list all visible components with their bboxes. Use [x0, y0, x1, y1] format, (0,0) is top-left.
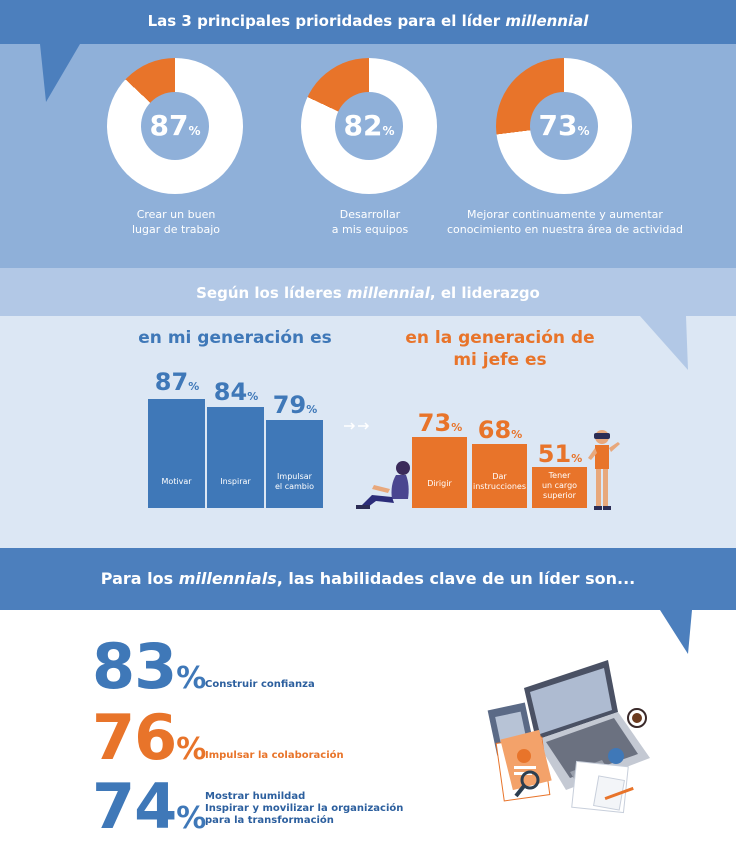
section1-title: Las 3 principales prioridades para el lí… — [147, 12, 589, 30]
skill-label-3: Mostrar humildad Inspirar y movilizar la … — [205, 791, 404, 826]
bar-motivar: Motivar — [148, 399, 205, 508]
my-generation-title: en mi generación es — [138, 328, 332, 348]
bar-impulsar-el-cambio: Impulsar el cambio — [266, 420, 323, 508]
bar-value-tener-cargo: 51% — [537, 440, 583, 468]
section2-title: Según los líderes millennial, el lideraz… — [196, 284, 540, 302]
donut-chart-1: 87% — [107, 58, 243, 194]
donut-caption-2: Desarrollar a mis equipos — [331, 208, 409, 236]
section3-header — [0, 548, 736, 610]
skill-label-1: Construir confianza — [205, 679, 315, 690]
donut-chart-2: 82% — [301, 58, 437, 194]
bar-tener-cargo-superior: Tener un cargo superior — [532, 467, 587, 508]
bar-inspirar: Inspirar — [207, 407, 264, 508]
laptop-desk-illustration — [487, 660, 650, 814]
donut-caption-3: Mejorar continuamente y aumentar conocimi… — [446, 208, 684, 236]
speech-tail-1 — [40, 44, 80, 102]
skill-value-1: 83% — [92, 630, 206, 703]
bar-value-inspirar: 84% — [213, 378, 259, 406]
skill-label-2: Impulsar la colaboración — [205, 750, 344, 761]
donut-caption-1: Crear un buen lugar de trabajo — [131, 208, 221, 236]
bar-value-dirigir: 73% — [417, 409, 463, 437]
section1-header — [0, 0, 736, 44]
section3-title: Para los millennials, las habilidades cl… — [100, 569, 636, 588]
standing-person-vr-illustration — [588, 430, 620, 510]
donut-chart-3: 73% — [496, 58, 632, 194]
skill-value-3: 74% — [92, 770, 206, 843]
section2-body — [0, 316, 736, 548]
bar-dirigir: Dirigir — [412, 437, 467, 508]
bar-value-dar-instrucciones: 68% — [477, 416, 523, 444]
speech-tail-2 — [640, 316, 688, 370]
sitting-person-illustration — [356, 461, 410, 509]
bar-dar-instrucciones: Dar instrucciones — [472, 444, 527, 508]
arrows-icon — [344, 422, 370, 430]
skill-value-2: 76% — [92, 701, 206, 774]
boss-generation-title: en la generación de mi jefe es — [405, 328, 595, 370]
section2-header — [0, 268, 736, 316]
speech-tail-3 — [660, 610, 692, 654]
bar-value-motivar: 87% — [154, 368, 200, 396]
bar-value-impulsar: 79% — [272, 391, 318, 419]
